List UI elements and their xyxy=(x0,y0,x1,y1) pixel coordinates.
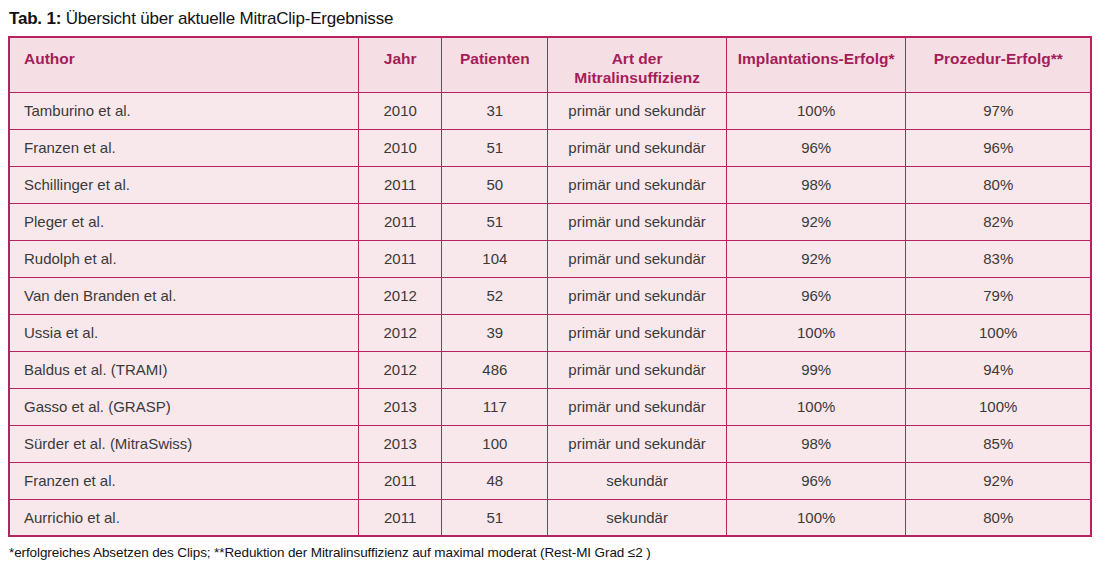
cell-jahr: 2011 xyxy=(358,166,441,203)
cell-prozedur: 79% xyxy=(906,277,1091,314)
column-header-jahr: Jahr xyxy=(358,37,441,92)
cell-prozedur: 82% xyxy=(906,203,1091,240)
cell-jahr: 2011 xyxy=(358,203,441,240)
cell-art: primär und sekundär xyxy=(548,388,727,425)
cell-author: Ussia et al. xyxy=(9,314,358,351)
cell-art: primär und sekundär xyxy=(548,240,727,277)
cell-implantation: 96% xyxy=(726,277,906,314)
table-title-text: Übersicht über aktuelle MitraClip-Ergebn… xyxy=(61,9,393,28)
cell-art: primär und sekundär xyxy=(548,425,727,462)
table-row: Franzen et al.201051primär und sekundär9… xyxy=(9,129,1091,166)
cell-implantation: 100% xyxy=(726,92,906,129)
cell-art: primär und sekundär xyxy=(548,277,727,314)
cell-author: Franzen et al. xyxy=(9,462,358,499)
cell-prozedur: 83% xyxy=(906,240,1091,277)
cell-patienten: 486 xyxy=(442,351,548,388)
table-row: Pleger et al.201151primär und sekundär92… xyxy=(9,203,1091,240)
cell-author: Baldus et al. (TRAMI) xyxy=(9,351,358,388)
cell-jahr: 2012 xyxy=(358,277,441,314)
cell-author: Van den Branden et al. xyxy=(9,277,358,314)
table-row: Tamburino et al.201031primär und sekundä… xyxy=(9,92,1091,129)
column-header-art-der-mitralinsuffizienz: Art der Mitralinsuffizienz xyxy=(548,37,727,92)
cell-art: primär und sekundär xyxy=(548,92,727,129)
cell-implantation: 100% xyxy=(726,314,906,351)
cell-author: Schillinger et al. xyxy=(9,166,358,203)
cell-jahr: 2011 xyxy=(358,499,441,536)
cell-implantation: 96% xyxy=(726,462,906,499)
cell-patienten: 39 xyxy=(442,314,548,351)
table-body: Tamburino et al.201031primär und sekundä… xyxy=(9,92,1091,536)
table-title: Tab. 1: Übersicht über aktuelle MitraCli… xyxy=(9,9,1092,29)
mitraclip-results-table: Author Jahr Patienten Art der Mitralinsu… xyxy=(8,36,1092,537)
cell-art: sekundär xyxy=(548,499,727,536)
column-header-patienten: Patienten xyxy=(442,37,548,92)
cell-patienten: 48 xyxy=(442,462,548,499)
cell-patienten: 51 xyxy=(442,499,548,536)
cell-author: Rudolph et al. xyxy=(9,240,358,277)
cell-prozedur: 80% xyxy=(906,166,1091,203)
cell-author: Gasso et al. (GRASP) xyxy=(9,388,358,425)
table-row: Van den Branden et al.201252primär und s… xyxy=(9,277,1091,314)
cell-implantation: 98% xyxy=(726,166,906,203)
cell-prozedur: 94% xyxy=(906,351,1091,388)
cell-author: Aurrichio et al. xyxy=(9,499,358,536)
cell-prozedur: 97% xyxy=(906,92,1091,129)
cell-art: primär und sekundär xyxy=(548,129,727,166)
table-row: Gasso et al. (GRASP)2013117primär und se… xyxy=(9,388,1091,425)
cell-jahr: 2013 xyxy=(358,425,441,462)
column-header-prozedur-erfolg: Prozedur-Erfolg** xyxy=(906,37,1091,92)
cell-jahr: 2011 xyxy=(358,240,441,277)
cell-jahr: 2010 xyxy=(358,129,441,166)
cell-implantation: 99% xyxy=(726,351,906,388)
cell-patienten: 52 xyxy=(442,277,548,314)
cell-art: primär und sekundär xyxy=(548,166,727,203)
cell-patienten: 31 xyxy=(442,92,548,129)
table-row: Rudolph et al.2011104primär und sekundär… xyxy=(9,240,1091,277)
cell-art: primär und sekundär xyxy=(548,203,727,240)
cell-implantation: 92% xyxy=(726,203,906,240)
column-header-author: Author xyxy=(9,37,358,92)
cell-patienten: 51 xyxy=(442,203,548,240)
cell-art: sekundär xyxy=(548,462,727,499)
cell-implantation: 92% xyxy=(726,240,906,277)
cell-implantation: 100% xyxy=(726,499,906,536)
cell-prozedur: 100% xyxy=(906,388,1091,425)
cell-prozedur: 85% xyxy=(906,425,1091,462)
table-row: Franzen et al.201148sekundär96%92% xyxy=(9,462,1091,499)
table-row: Baldus et al. (TRAMI)2012486primär und s… xyxy=(9,351,1091,388)
cell-author: Franzen et al. xyxy=(9,129,358,166)
cell-author: Sürder et al. (MitraSwiss) xyxy=(9,425,358,462)
cell-prozedur: 80% xyxy=(906,499,1091,536)
cell-author: Tamburino et al. xyxy=(9,92,358,129)
cell-author: Pleger et al. xyxy=(9,203,358,240)
cell-patienten: 117 xyxy=(442,388,548,425)
cell-prozedur: 96% xyxy=(906,129,1091,166)
cell-jahr: 2013 xyxy=(358,388,441,425)
table-row: Aurrichio et al.201151sekundär100%80% xyxy=(9,499,1091,536)
cell-jahr: 2011 xyxy=(358,462,441,499)
cell-implantation: 100% xyxy=(726,388,906,425)
cell-implantation: 96% xyxy=(726,129,906,166)
cell-patienten: 104 xyxy=(442,240,548,277)
table-header-row: Author Jahr Patienten Art der Mitralinsu… xyxy=(9,37,1091,92)
cell-jahr: 2012 xyxy=(358,314,441,351)
cell-jahr: 2012 xyxy=(358,351,441,388)
cell-art: primär und sekundär xyxy=(548,351,727,388)
cell-prozedur: 100% xyxy=(906,314,1091,351)
table-row: Schillinger et al.201150primär und sekun… xyxy=(9,166,1091,203)
cell-implantation: 98% xyxy=(726,425,906,462)
table-row: Ussia et al.201239primär und sekundär100… xyxy=(9,314,1091,351)
cell-patienten: 100 xyxy=(442,425,548,462)
cell-patienten: 51 xyxy=(442,129,548,166)
cell-patienten: 50 xyxy=(442,166,548,203)
table-title-prefix: Tab. 1: xyxy=(9,9,61,28)
table-footnote: *erfolgreiches Absetzen des Clips; **Red… xyxy=(9,545,1092,560)
cell-art: primär und sekundär xyxy=(548,314,727,351)
cell-prozedur: 92% xyxy=(906,462,1091,499)
table-row: Sürder et al. (MitraSwiss)2013100primär … xyxy=(9,425,1091,462)
cell-jahr: 2010 xyxy=(358,92,441,129)
column-header-implantations-erfolg: Implantations-Erfolg* xyxy=(726,37,906,92)
